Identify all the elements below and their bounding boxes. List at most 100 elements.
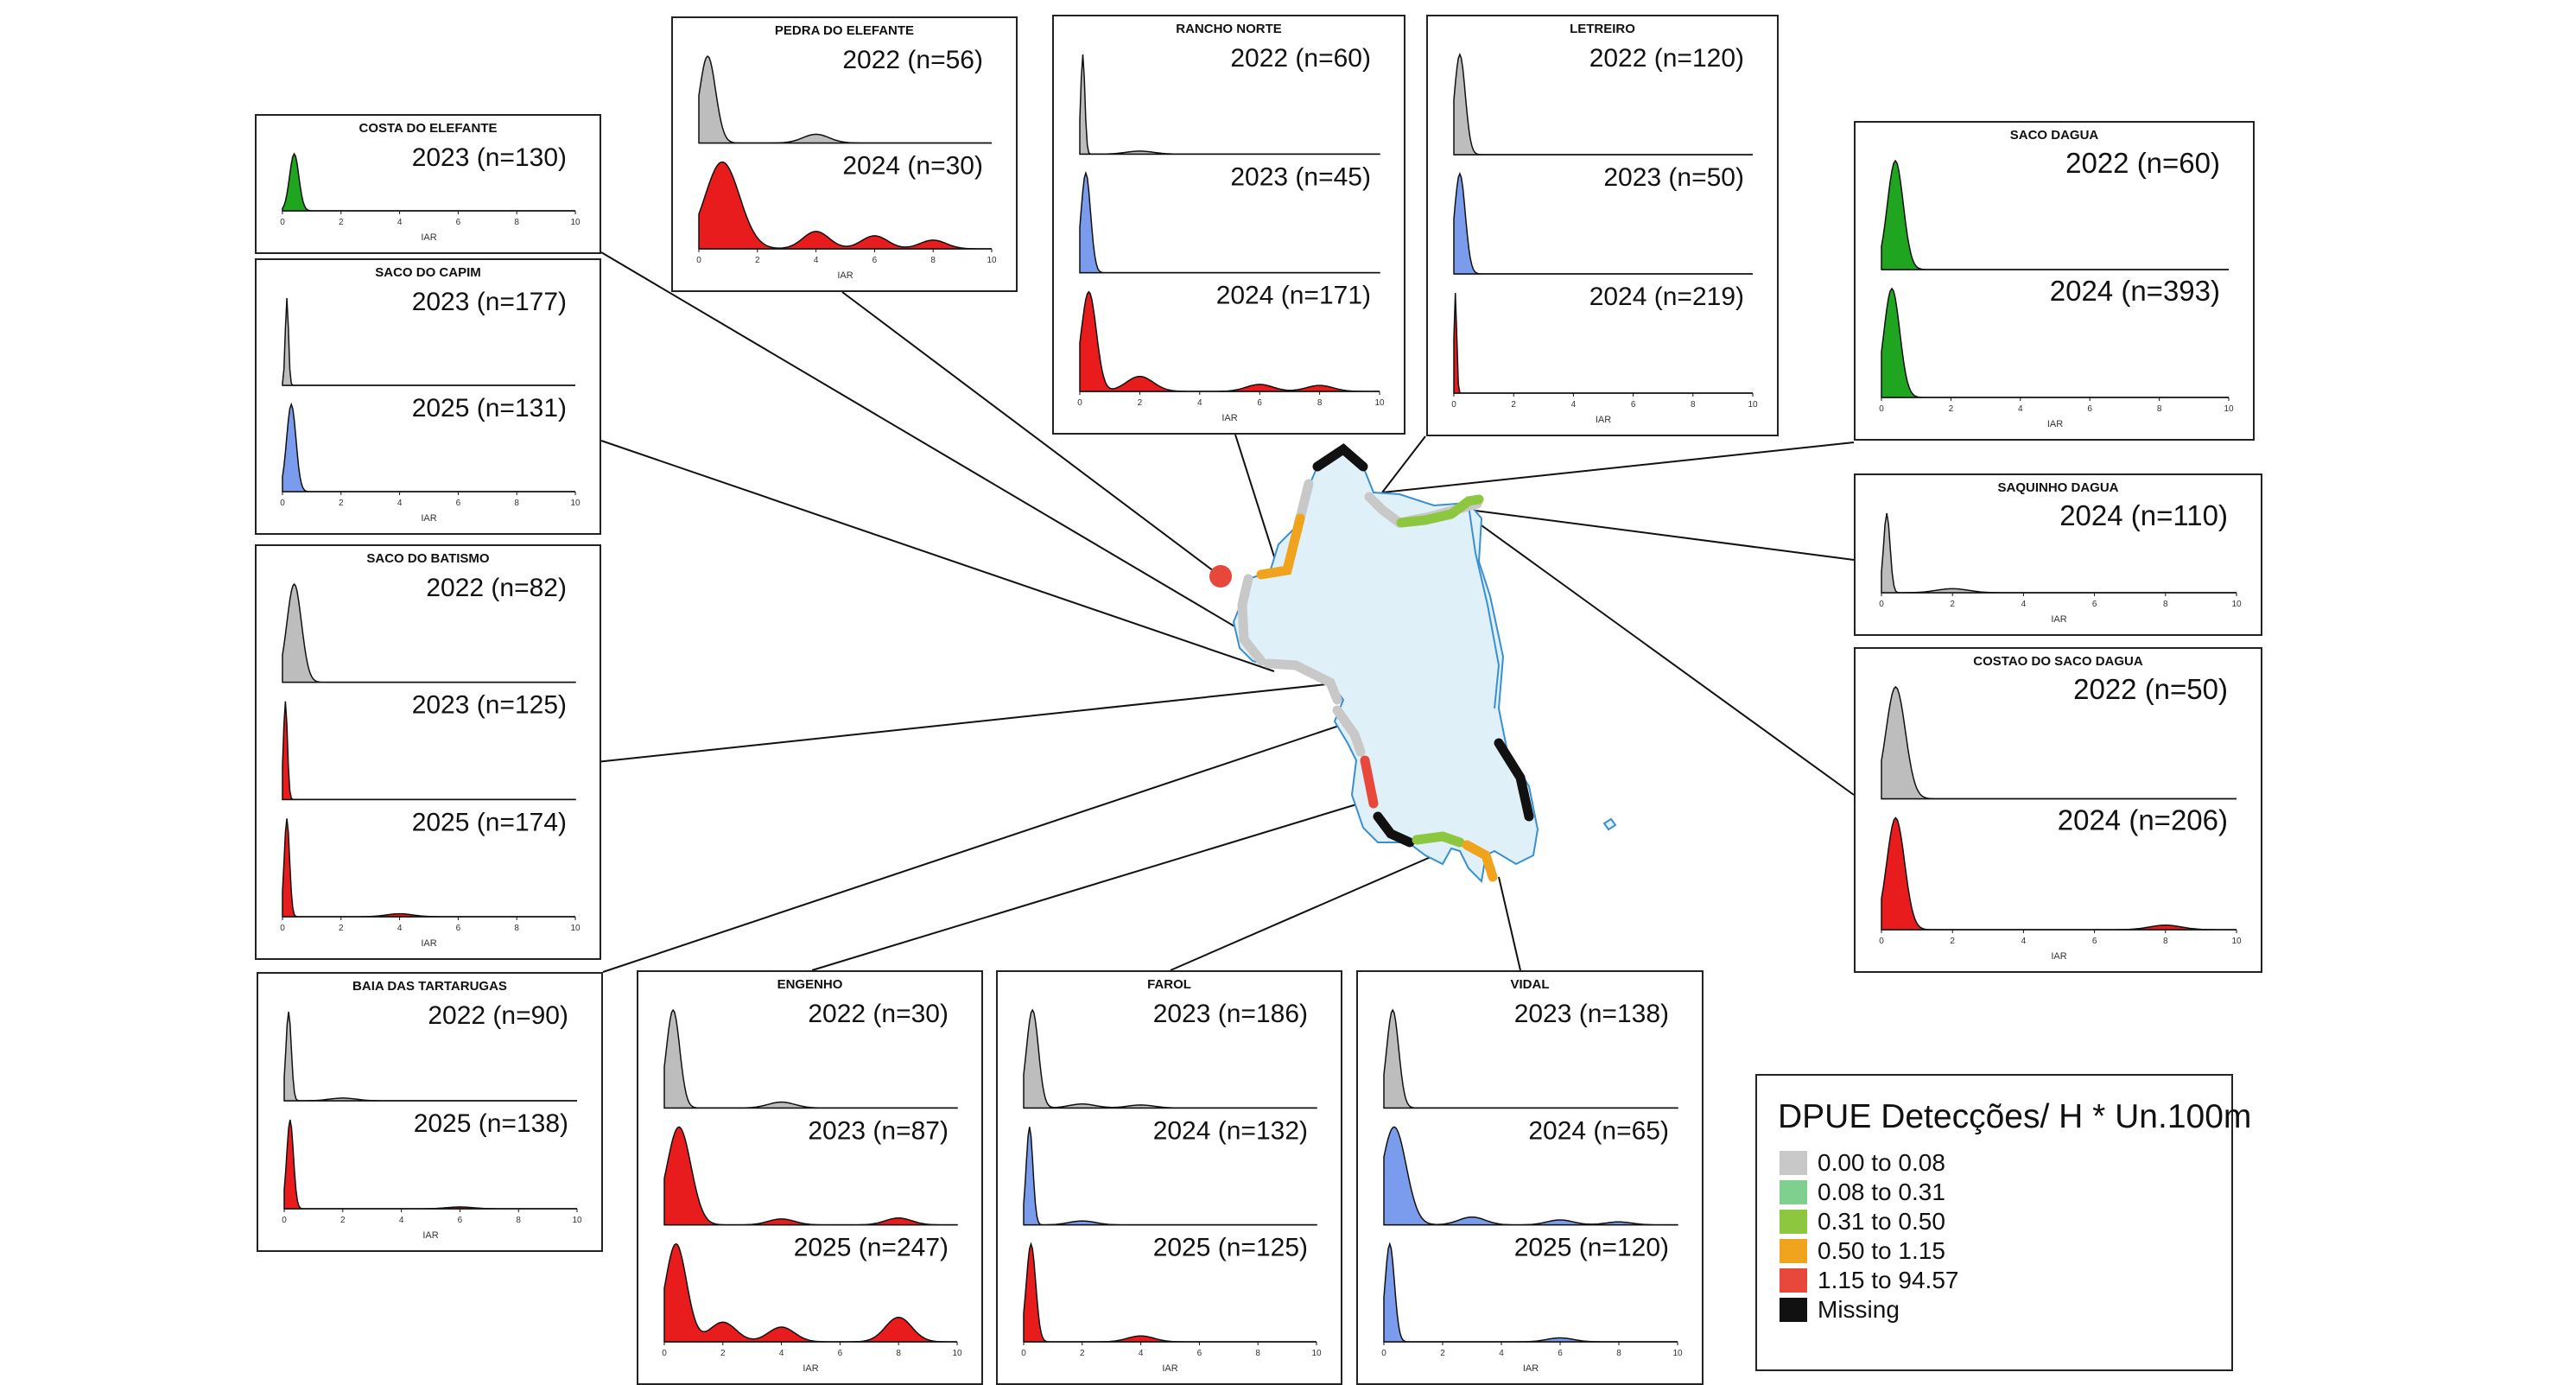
density-area (1881, 816, 2237, 931)
series-label: 2023 (n=125) (412, 691, 567, 720)
legend-swatch (1780, 1180, 1807, 1204)
legend-swatch (1780, 1298, 1807, 1322)
x-tick-label: 8 (514, 924, 519, 933)
density-area (282, 152, 575, 212)
panel-vidal: VIDAL 2023 (n=138) 2024 (n=65) 2025 (n=120)… (1356, 970, 1704, 1385)
x-tick-label: 0 (280, 924, 285, 933)
density-area (663, 1008, 958, 1109)
density-area (1383, 1242, 1678, 1343)
legend-item-0: 0.00 to 0.08 (1780, 1149, 1945, 1177)
x-tick-label: 6 (1558, 1349, 1563, 1358)
density-chart: 2022 (n=120) 2023 (n=50) 2024 (n=219) 0 2 4 6 8… (1451, 44, 1758, 425)
x-tick-label: 4 (399, 1216, 404, 1225)
density-chart: 2023 (n=177) 2025 (n=131) 0 2 4 6 8 10 IAR (280, 288, 581, 524)
panel-saco-do-batismo: SACO DO BATISMO 2022 (n=82) 2023 (n=125) 20… (255, 544, 601, 960)
x-axis-label: IAR (422, 1230, 438, 1241)
legend-item-2: 0.31 to 0.50 (1780, 1208, 1945, 1236)
x-tick-label: 6 (838, 1349, 843, 1358)
coast-segment (1412, 831, 1465, 848)
leader-line (1234, 434, 1279, 571)
density-area (1383, 1126, 1678, 1226)
density-area (282, 297, 575, 386)
legend-swatch (1780, 1239, 1807, 1263)
x-axis-label: IAR (2047, 419, 2063, 429)
x-tick-label: 2 (339, 218, 344, 227)
density-area (1453, 52, 1753, 156)
x-tick-label: 8 (516, 1216, 521, 1225)
series-label: 2023 (n=138) (1514, 1000, 1669, 1028)
panel-title: SACO DO CAPIM (375, 265, 481, 280)
legend-label: 0.31 to 0.50 (1818, 1208, 1945, 1235)
x-tick-label: 10 (570, 924, 581, 933)
panel-farol: FAROL 2023 (n=186) 2024 (n=132) 2025 (n=125… (996, 970, 1342, 1385)
x-tick-label: 8 (514, 499, 519, 508)
leader-line (1459, 509, 1855, 796)
x-tick-label: 6 (456, 499, 461, 508)
x-tick-label: 2 (1950, 600, 1955, 609)
x-tick-label: 4 (2021, 937, 2027, 946)
density-area (1881, 512, 2237, 594)
legend-item-3: 0.50 to 1.15 (1780, 1237, 1945, 1265)
coast-segment (1237, 574, 1266, 666)
x-tick-label: 10 (1672, 1349, 1683, 1358)
x-tick-label: 4 (1139, 1349, 1144, 1358)
density-area (1881, 287, 2229, 398)
x-tick-label: 10 (570, 499, 581, 508)
density-chart: 2023 (n=130) 0 2 4 6 8 10 IAR (280, 143, 581, 243)
x-tick-label: 10 (952, 1349, 962, 1358)
series-label: 2024 (n=65) (1528, 1116, 1669, 1145)
leader-line (1381, 442, 1855, 493)
density-area (1453, 292, 1753, 394)
x-tick-label: 4 (779, 1349, 784, 1358)
x-axis-label: IAR (1221, 413, 1237, 423)
x-tick-label: 0 (1451, 400, 1456, 410)
x-tick-label: 10 (2231, 600, 2242, 609)
x-tick-label: 0 (1879, 937, 1884, 946)
density-area (698, 161, 992, 250)
series-label: 2023 (n=87) (808, 1116, 949, 1145)
x-tick-label: 6 (2092, 600, 2097, 609)
panel-saquinho-dagua: SAQUINHO DAGUA 2024 (n=110) 0 2 4 6 8 10 IAR (1854, 473, 2262, 636)
density-area (1383, 1008, 1678, 1109)
density-area (698, 54, 992, 144)
inland-river (1468, 505, 1501, 709)
panel-title: BAIA DAS TARTARUGAS (352, 979, 507, 994)
legend-item-5: Missing (1780, 1296, 1900, 1324)
series-label: 2024 (n=110) (2059, 499, 2228, 531)
series-label: 2023 (n=130) (412, 143, 567, 172)
coast-segment (1256, 513, 1305, 580)
leader-line (1170, 842, 1465, 971)
density-chart: 2022 (n=60) 2024 (n=393) 0 2 4 6 8 10 IAR (1879, 147, 2234, 429)
x-axis-label: IAR (2051, 614, 2066, 625)
x-tick-label: 8 (930, 256, 936, 265)
x-tick-label: 10 (2231, 937, 2242, 946)
density-area (282, 402, 575, 492)
panel-rancho-norte: RANCHO NORTE 2022 (n=60) 2023 (n=45) 2024 (… (1052, 15, 1405, 435)
x-tick-label: 0 (1381, 1349, 1386, 1358)
panel-title: COSTAO DO SACO DAGUA (1973, 654, 2143, 669)
density-area (1453, 171, 1753, 275)
panel-title: SACO DAGUA (2009, 128, 2099, 143)
leader-line (600, 251, 1279, 653)
legend-label: 0.00 to 0.08 (1818, 1149, 1945, 1176)
x-tick-label: 8 (896, 1349, 901, 1358)
legend-title: DPUE Detecções/ H * Un.100m (1778, 1098, 2252, 1135)
x-tick-label: 2 (1949, 404, 1954, 414)
x-tick-label: 0 (696, 256, 701, 265)
x-tick-label: 10 (1374, 398, 1385, 408)
panel-baia-das-tartarugas: BAIA DAS TARTARUGAS 2022 (n=90) 2025 (n=13… (257, 972, 603, 1252)
density-chart: 2022 (n=60) 2023 (n=45) 2024 (n=171) 0 2 4 6 8 1… (1077, 44, 1385, 423)
series-label: 2025 (n=247) (794, 1234, 949, 1262)
coast-segment (1263, 658, 1342, 705)
panel-title: COSTA DO ELEFANTE (358, 121, 498, 136)
x-tick-label: 6 (2092, 937, 2097, 946)
x-tick-label: 8 (2163, 937, 2168, 946)
x-tick-label: 4 (1197, 398, 1202, 408)
x-axis-label: IAR (421, 232, 436, 243)
series-label: 2025 (n=120) (1514, 1234, 1669, 1262)
x-tick-label: 0 (1077, 398, 1082, 408)
x-tick-label: 2 (1440, 1349, 1445, 1358)
panel-engenho: ENGENHO 2022 (n=30) 2023 (n=87) 2025 (n=247… (637, 970, 983, 1385)
panel-title: ENGENHO (777, 977, 843, 992)
